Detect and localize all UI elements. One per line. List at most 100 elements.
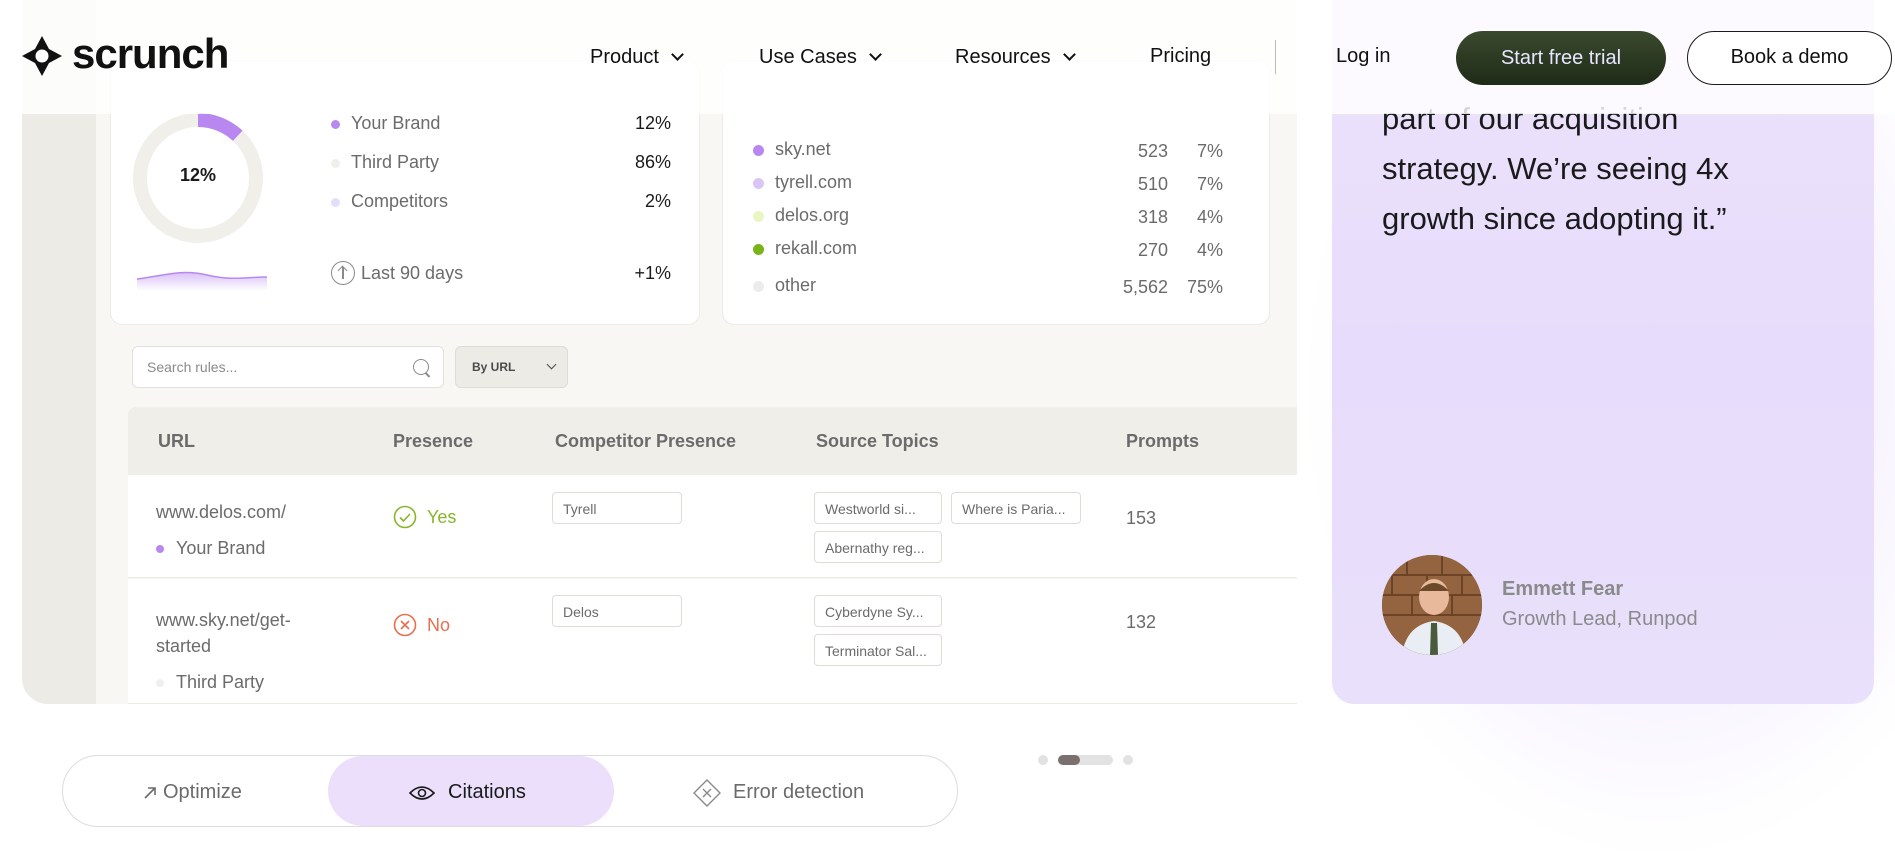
legend-pct: 2% [644, 191, 671, 211]
nav-pricing[interactable]: Pricing [1150, 45, 1212, 67]
book-demo-button[interactable]: Book a demo [1687, 31, 1892, 85]
column-header-presence: Presence [393, 431, 474, 451]
source-count: 270 [1137, 240, 1168, 260]
competitor-chip[interactable]: Delos [552, 595, 682, 627]
column-header-url: URL [158, 431, 195, 451]
filter-label: By URL [472, 360, 516, 374]
source-name: rekall.com [775, 238, 858, 258]
source-row: delos.org 318 4% [753, 205, 1223, 231]
row-url[interactable]: www.delos.com/ [156, 502, 287, 522]
period-label: Last 90 days [361, 263, 464, 283]
scrunch-star-icon [22, 36, 62, 76]
source-dot [753, 178, 764, 189]
presence-donut-value: 12% [179, 165, 217, 185]
carousel-dot[interactable] [1038, 755, 1048, 765]
table-header: URL Presence Competitor Presence Source … [128, 407, 1297, 475]
carousel-dot[interactable] [1123, 755, 1133, 765]
presence-value: No [427, 615, 451, 635]
check-circle-icon [393, 505, 417, 529]
source-name: tyrell.com [775, 172, 853, 192]
source-count: 523 [1137, 141, 1168, 161]
row-owner: Third Party [156, 672, 264, 693]
row-owner-label: Your Brand [176, 538, 266, 558]
topic-chip[interactable]: Where is Paria... [951, 492, 1081, 524]
table-row[interactable]: www.sky.net/get- started Third Party No … [128, 579, 1297, 704]
legend-row-competitors: Competitors 2% [331, 191, 671, 215]
topic-chip[interactable]: Cyberdyne Sy... [814, 595, 942, 627]
nav-resources[interactable]: Resources [955, 46, 1076, 69]
testimonial-role: Growth Lead, Runpod [1502, 608, 1698, 630]
period-row: Last 90 days +1% [331, 261, 671, 287]
nav-use-cases-label: Use Cases [759, 46, 857, 68]
presence-donut [133, 113, 263, 243]
legend-pct: 86% [634, 152, 671, 172]
prompts-count: 132 [1126, 612, 1157, 632]
chevron-down-icon [671, 48, 684, 61]
nav-divider [1275, 40, 1276, 74]
arrow-up-circle-icon [331, 261, 355, 285]
search-icon [413, 359, 429, 375]
row-url[interactable]: www.sky.net/get- started [156, 607, 336, 659]
column-header-source-topics: Source Topics [816, 431, 939, 451]
chevron-down-icon [546, 359, 557, 370]
period-change: +1% [634, 263, 671, 283]
start-free-trial-button[interactable]: Start free trial [1456, 31, 1666, 85]
search-input[interactable]: Search rules... [132, 346, 444, 388]
competitor-chip[interactable]: Tyrell [552, 492, 682, 524]
carousel-dot-active[interactable] [1058, 755, 1080, 765]
table-row[interactable]: www.delos.com/ Your Brand Yes Tyrell Wes… [128, 475, 1297, 578]
nav-product[interactable]: Product [590, 46, 684, 69]
source-name: sky.net [775, 139, 831, 159]
login-link[interactable]: Log in [1336, 45, 1391, 67]
search-placeholder: Search rules... [147, 359, 238, 375]
source-count: 5,562 [1122, 277, 1168, 297]
source-row: other 5,562 75% [753, 275, 1223, 301]
carousel-track[interactable] [1058, 755, 1113, 765]
chevron-down-icon [1062, 48, 1076, 61]
nav-product-label: Product [590, 46, 659, 68]
row-url-line: www.sky.net/get- [156, 610, 291, 630]
diamond-x-icon [693, 778, 721, 807]
tab-citations[interactable]: Citations [408, 756, 526, 828]
tab-error-detection[interactable]: Error detection [693, 756, 864, 828]
legend-dot [331, 198, 340, 207]
source-count: 510 [1137, 174, 1168, 194]
legend-name: Your Brand [351, 113, 441, 133]
source-name: other [775, 275, 817, 295]
topic-chip[interactable]: Westworld si... [814, 492, 942, 524]
tab-error-detection-label: Error detection [733, 781, 865, 803]
topic-chip[interactable]: Terminator Sal... [814, 634, 942, 666]
source-dot [753, 244, 764, 255]
arrow-up-right-icon [144, 786, 156, 799]
quote-line: growth since adopting it.” [1382, 201, 1727, 236]
nav-use-cases[interactable]: Use Cases [759, 46, 882, 69]
owner-dot [156, 679, 164, 688]
quote-line: strategy. We’re seeing 4x [1382, 151, 1729, 186]
legend-row-your-brand: Your Brand 12% [331, 113, 671, 137]
source-name: delos.org [775, 205, 850, 225]
source-dot [753, 211, 764, 222]
tab-optimize-label: Optimize [163, 781, 242, 803]
presence-donut-arc [133, 113, 263, 243]
site-header: scrunch Product Use Cases Resources Pric… [0, 0, 1895, 114]
nav-resources-label: Resources [955, 46, 1051, 68]
avatar-portrait [1382, 555, 1482, 655]
presence-sparkline [137, 271, 267, 291]
brand-wordmark: scrunch [72, 30, 229, 77]
source-row: tyrell.com 510 7% [753, 172, 1223, 198]
column-header-prompts: Prompts [1126, 431, 1200, 451]
legend-dot [331, 120, 340, 129]
legend-name: Third Party [351, 152, 440, 172]
source-row: rekall.com 270 4% [753, 238, 1223, 264]
filter-dropdown[interactable]: By URL [455, 346, 568, 388]
avatar [1382, 555, 1482, 655]
topic-chip[interactable]: Abernathy reg... [814, 531, 942, 563]
row-owner: Your Brand [156, 538, 265, 559]
x-circle-icon [393, 613, 417, 637]
testimonial-card: part of our acquisition strategy. We’re … [1332, 0, 1874, 704]
presence-value: Yes [427, 507, 457, 527]
tab-optimize[interactable]: Optimize [143, 756, 242, 828]
source-pct: 7% [1196, 174, 1223, 194]
tab-citations-label: Citations [448, 781, 526, 803]
source-pct: 4% [1196, 207, 1223, 227]
